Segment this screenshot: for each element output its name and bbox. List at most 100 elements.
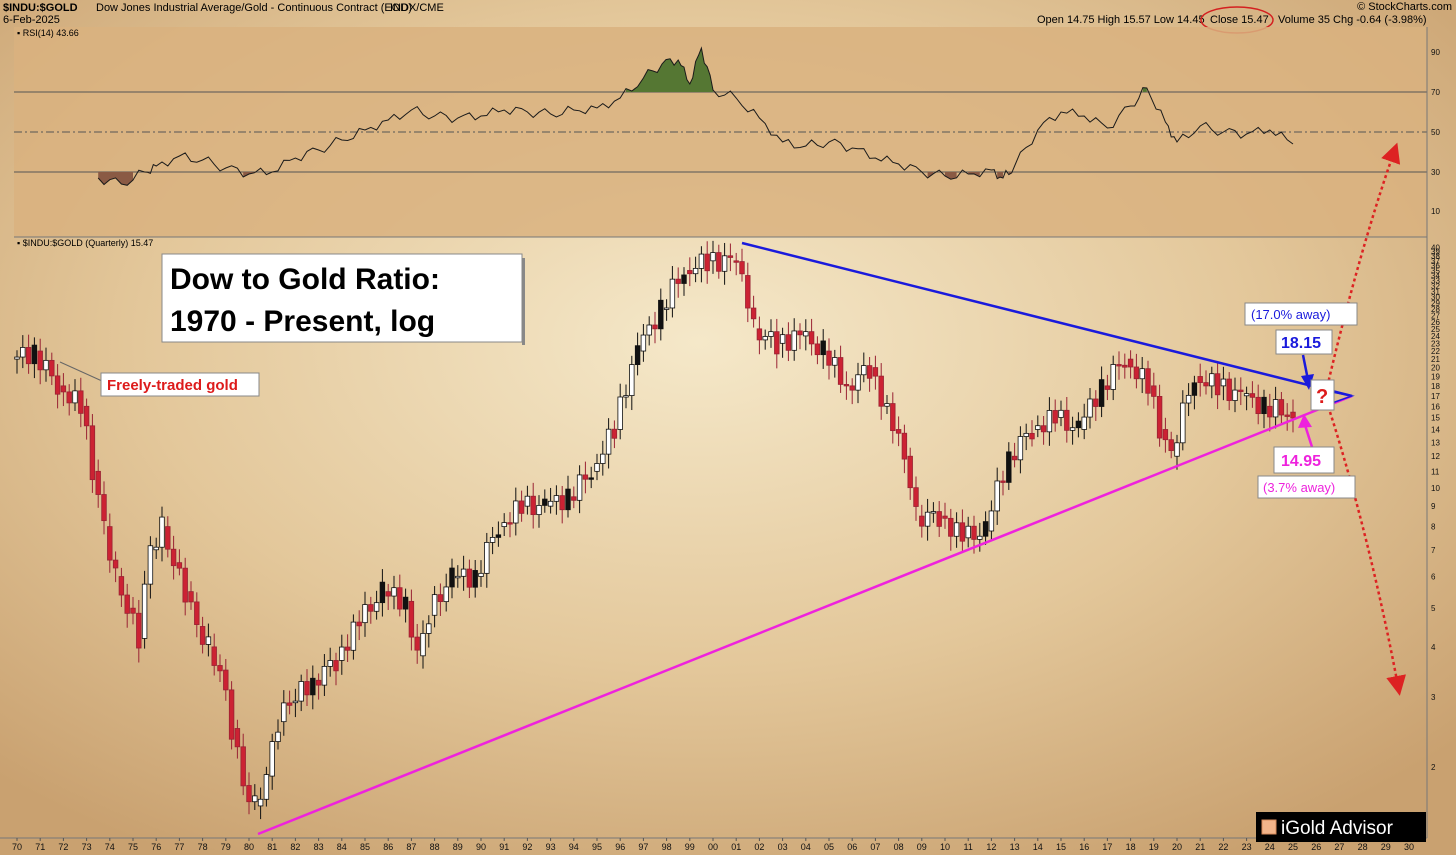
chart-header: $INDU:$GOLD Dow Jones Industrial Average… <box>3 1 1452 34</box>
price-candle <box>356 610 362 641</box>
x-tick-label: 76 <box>151 842 161 852</box>
question-label: ? <box>1316 386 1328 408</box>
x-tick-label: 86 <box>383 842 393 852</box>
price-candle <box>710 240 716 274</box>
price-candle <box>965 516 971 548</box>
price-candle <box>681 267 687 296</box>
rsi-tick-50: 50 <box>1431 128 1440 137</box>
price-candle <box>687 257 693 287</box>
price-candles <box>14 240 1296 820</box>
price-candle <box>1029 420 1035 447</box>
price-candle <box>1127 350 1134 379</box>
price-candle <box>814 336 821 365</box>
symbol-description: Dow Jones Industrial Average/Gold - Cont… <box>96 2 412 14</box>
price-candle <box>646 316 652 346</box>
x-tick-label: 72 <box>58 842 68 852</box>
price-candle <box>368 596 374 624</box>
x-tick-label: 93 <box>546 842 556 852</box>
price-candle <box>223 658 229 701</box>
price-candle <box>1081 403 1087 440</box>
price-candle <box>716 244 722 279</box>
price-candle <box>507 512 513 538</box>
price-candle <box>246 772 252 815</box>
chart-title-line2: 1970 - Present, log <box>170 305 435 338</box>
price-candle <box>281 690 287 736</box>
source-credit: © StockCharts.com <box>1357 1 1452 13</box>
price-candle <box>623 384 629 409</box>
price-candle <box>379 569 386 617</box>
y-tick-label: 26 <box>1431 318 1440 327</box>
price-candle <box>501 513 507 536</box>
price-candle <box>1145 360 1151 406</box>
price-candle <box>977 522 983 552</box>
price-candle <box>808 318 815 356</box>
price-candle <box>217 654 223 682</box>
price-candle <box>942 502 948 529</box>
price-candle <box>37 338 43 385</box>
price-candle <box>1006 442 1012 490</box>
price-candle <box>66 384 72 416</box>
price-candle <box>982 511 989 545</box>
quote-close: Close 15.47 <box>1210 14 1269 26</box>
lower-value-arrowhead <box>1298 414 1312 428</box>
rsi-label: ▪ RSI(14) 43.66 <box>17 28 79 38</box>
x-tick-label: 79 <box>221 842 231 852</box>
price-candle <box>1133 353 1140 389</box>
price-candle <box>1104 374 1111 401</box>
y-tick-label: 8 <box>1431 523 1436 532</box>
price-candle <box>107 513 113 573</box>
x-tick-label: 85 <box>360 842 370 852</box>
price-candle <box>472 559 478 598</box>
x-tick-label: 28 <box>1358 842 1368 852</box>
price-candle <box>1122 353 1128 379</box>
y-tick-label: 24 <box>1431 332 1440 341</box>
date: 6-Feb-2025 <box>3 14 60 26</box>
price-candle <box>1168 431 1174 459</box>
price-candle <box>1180 390 1186 451</box>
y-tick-label: 11 <box>1431 467 1440 476</box>
price-candle <box>124 583 130 628</box>
price-candle <box>1232 377 1238 413</box>
price-candle <box>791 318 797 361</box>
y-tick-label: 4 <box>1431 643 1436 652</box>
price-candle <box>994 467 1000 525</box>
price-candle <box>1035 415 1041 438</box>
price-candle <box>373 590 380 620</box>
price-candle <box>924 498 931 541</box>
x-tick-label: 25 <box>1288 842 1298 852</box>
price-candle <box>779 327 786 358</box>
price-candle <box>1191 375 1198 410</box>
price-candle <box>756 316 763 355</box>
price-candle <box>988 500 995 540</box>
price-candle <box>843 371 850 400</box>
price-candle <box>704 241 710 284</box>
x-tick-label: 17 <box>1102 842 1112 852</box>
lower-value-box <box>1273 446 1335 474</box>
price-candle <box>913 476 919 521</box>
price-candle <box>658 288 664 341</box>
x-tick-label: 12 <box>986 842 996 852</box>
price-candle <box>774 318 780 369</box>
x-tick-label: 18 <box>1126 842 1136 852</box>
price-candle <box>1238 377 1244 406</box>
price-candle <box>466 559 473 599</box>
price-candle <box>54 364 61 409</box>
price-candle <box>907 447 913 500</box>
y-tick-label: 29 <box>1431 299 1440 308</box>
lower-value-arrow <box>1303 424 1314 448</box>
lower-trendline <box>257 394 1353 836</box>
y-tick-label: 30 <box>1431 293 1440 302</box>
price-candle <box>1064 397 1070 443</box>
price-candle <box>1214 361 1221 410</box>
y-tick-label: 18 <box>1431 382 1440 391</box>
x-tick-label: 99 <box>685 842 695 852</box>
x-tick-label: 83 <box>314 842 324 852</box>
logo-text: iGold Advisor <box>1281 818 1394 839</box>
x-tick-label: 96 <box>615 842 625 852</box>
price-candle <box>141 570 148 649</box>
price-candle <box>1052 399 1058 432</box>
price-candle <box>785 322 792 362</box>
price-candle <box>449 558 455 599</box>
x-tick-label: 73 <box>82 842 92 852</box>
x-tick-label: 01 <box>731 842 741 852</box>
